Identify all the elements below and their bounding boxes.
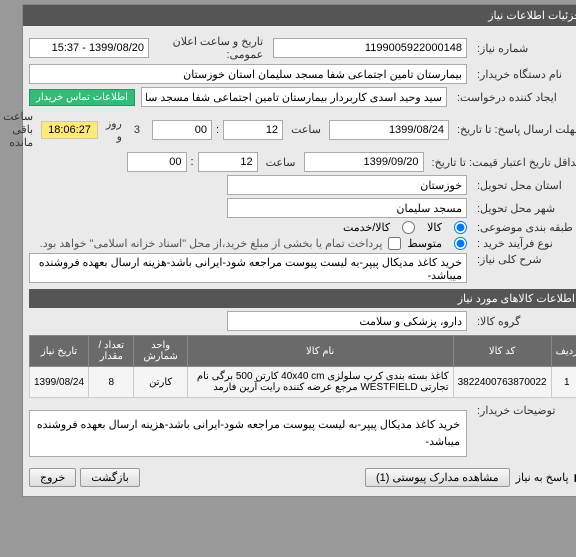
radio-mid-label: متوسط	[389, 237, 424, 250]
deadline-time-label: ساعت	[269, 123, 307, 136]
th-code: کد کالا	[435, 336, 533, 367]
row-group: طبقه بندی موضوعی: کالا کالا/خدمت	[11, 221, 565, 234]
reply-label: پاسخ به نیاز	[498, 471, 551, 484]
action-buttons: بازگشت خروج	[11, 468, 122, 487]
process-radios: متوسط	[389, 237, 449, 250]
validity-hour-input[interactable]	[180, 152, 240, 172]
reply-group: ▶ پاسخ به نیاز مشاهده مدارک پیوستی (1)	[347, 468, 565, 487]
items-section-title: اطلاعات کالاهای مورد نیاز	[11, 289, 565, 308]
th-row: ردیف	[533, 336, 564, 367]
buyer-label: نام دستگاه خریدار:	[455, 68, 565, 81]
back-button[interactable]: بازگشت	[62, 468, 122, 487]
th-unit: واحد شمارش	[116, 336, 169, 367]
city-input[interactable]	[209, 198, 449, 218]
row-desc: شرح کلی نیاز:	[11, 253, 565, 283]
process-label: نوع فرآیند خرید :	[455, 237, 565, 250]
deadline-label: مهلت ارسال پاسخ: تا تاریخ:	[435, 123, 565, 136]
panel-title: جزئیات اطلاعات نیاز	[5, 5, 571, 26]
th-date: تاریخ نیاز	[12, 336, 71, 367]
th-qty: تعداد / مقدار	[71, 336, 116, 367]
panel-body: شماره نیاز: تاریخ و ساعت اعلان عمومی: نا…	[5, 26, 571, 496]
radio-mid[interactable]	[436, 237, 449, 250]
validity-min-input[interactable]	[109, 152, 169, 172]
contact-button[interactable]: اطلاعات تماس خریدار	[11, 89, 117, 106]
group-radios: کالا کالا/خدمت	[325, 221, 449, 234]
row-city: شهر محل تحویل:	[11, 198, 565, 218]
validity-time-label: ساعت	[244, 156, 282, 169]
creator-label: ایجاد کننده درخواست:	[435, 91, 565, 104]
announce-label: تاریخ و ساعت اعلان عمومی:	[137, 35, 249, 61]
items-group-input[interactable]	[209, 311, 449, 331]
city-label: شهر محل تحویل:	[455, 202, 565, 215]
main-panel: جزئیات اطلاعات نیاز شماره نیاز: تاریخ و …	[4, 4, 572, 497]
validity-date-input[interactable]	[286, 152, 406, 172]
need-no-label: شماره نیاز:	[455, 42, 565, 55]
row-items-group: گروه کالا:	[11, 311, 565, 331]
time-sep-2: :	[173, 156, 176, 168]
remain-label: ساعت باقی مانده	[0, 110, 19, 149]
row-buyer: نام دستگاه خریدار:	[11, 64, 565, 84]
radio-service[interactable]	[384, 221, 397, 234]
items-group-label: گروه کالا:	[455, 315, 565, 328]
deadline-hour-input[interactable]	[205, 120, 265, 140]
deadline-date-input[interactable]	[311, 120, 431, 140]
row-province: استان محل تحویل:	[11, 175, 565, 195]
attachments-button[interactable]: مشاهده مدارک پیوستی (1)	[347, 468, 492, 487]
need-no-input[interactable]	[255, 38, 449, 58]
table-header-row: ردیف کد کالا نام کالا واحد شمارش تعداد /…	[12, 336, 565, 367]
process-note: پرداخت تمام یا بخشی از مبلغ خرید،از محل …	[22, 237, 365, 250]
radio-goods-label: کالا	[409, 221, 424, 234]
province-label: استان محل تحویل:	[455, 179, 565, 192]
remain-days-label: روز و	[84, 117, 108, 143]
cell-name: کاغذ بسته بندی کرپ سلولزی 40x40 cm کارتن…	[169, 367, 435, 398]
radio-goods[interactable]	[436, 221, 449, 234]
row-validity: حداقل تاریخ اعتبار قیمت: تا تاریخ: ساعت …	[11, 152, 565, 172]
row-creator: ایجاد کننده درخواست: اطلاعات تماس خریدار	[11, 87, 565, 107]
cell-qty: 8	[71, 367, 116, 398]
row-need-no: شماره نیاز: تاریخ و ساعت اعلان عمومی:	[11, 35, 565, 61]
cell-code: 3822400763870022	[435, 367, 533, 398]
desc-label: شرح کلی نیاز:	[455, 253, 565, 266]
province-input[interactable]	[209, 175, 449, 195]
time-sep-1: :	[198, 124, 201, 136]
exit-button[interactable]: خروج	[11, 468, 58, 487]
table-row[interactable]: 1 3822400763870022 کاغذ بسته بندی کرپ سل…	[12, 367, 565, 398]
th-name: نام کالا	[169, 336, 435, 367]
desc-textarea[interactable]	[11, 253, 449, 283]
buyer-input[interactable]	[11, 64, 449, 84]
buyer-note-box: خرید کاغذ مدیکال پیپر-به لیست پیوست مراج…	[11, 410, 449, 457]
remain-days-value: 3	[112, 124, 126, 136]
cell-date: 1399/08/24	[12, 367, 71, 398]
group-label: طبقه بندی موضوعی:	[455, 221, 565, 234]
row-deadline: مهلت ارسال پاسخ: تا تاریخ: ساعت : 3 روز …	[11, 110, 565, 149]
items-table: ردیف کد کالا نام کالا واحد شمارش تعداد /…	[11, 335, 565, 398]
announce-input[interactable]	[11, 38, 131, 58]
deadline-min-input[interactable]	[134, 120, 194, 140]
countdown: 18:06:27	[23, 121, 80, 139]
treasury-checkbox[interactable]	[370, 237, 383, 250]
row-process: نوع فرآیند خرید : متوسط پرداخت تمام یا ب…	[11, 237, 565, 250]
cell-unit: کارتن	[116, 367, 169, 398]
radio-service-label: کالا/خدمت	[325, 221, 372, 234]
footer: ▶ پاسخ به نیاز مشاهده مدارک پیوستی (1) ب…	[11, 465, 565, 490]
creator-input[interactable]	[123, 87, 429, 107]
row-buyer-note: توضیحات خریدار: خرید کاغذ مدیکال پیپر-به…	[11, 404, 565, 457]
validity-label: حداقل تاریخ اعتبار قیمت: تا تاریخ:	[410, 156, 565, 169]
reply-icon: ▶	[557, 471, 565, 484]
buyer-note-label: توضیحات خریدار:	[455, 404, 565, 417]
cell-row: 1	[533, 367, 564, 398]
